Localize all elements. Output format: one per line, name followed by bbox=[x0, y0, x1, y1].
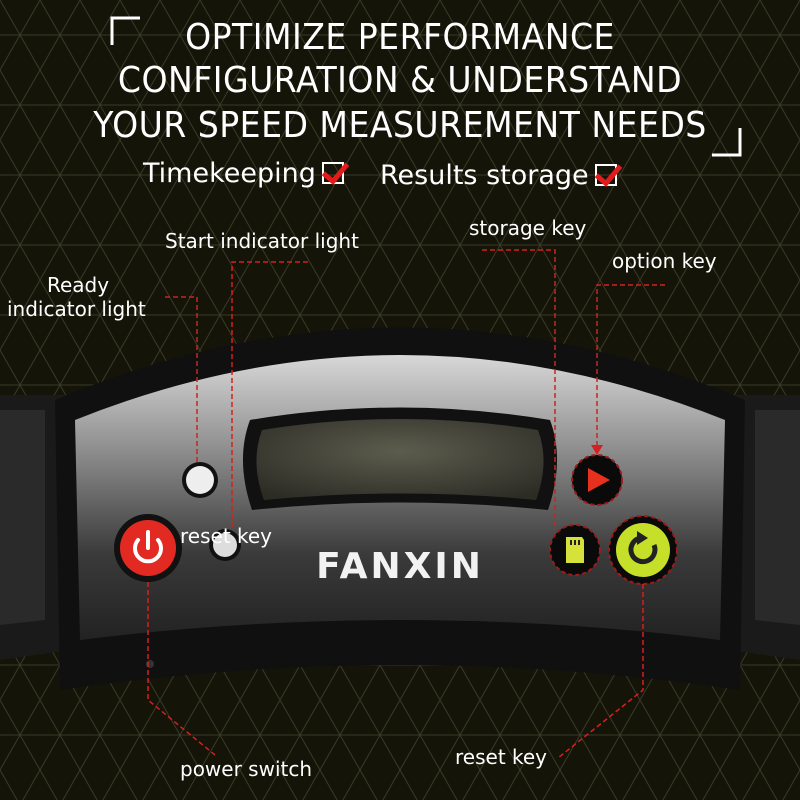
refresh-icon bbox=[628, 535, 658, 565]
corner-bracket-bottom-right bbox=[712, 128, 742, 157]
brand-logo: FANXIN bbox=[316, 546, 484, 587]
power-switch[interactable] bbox=[114, 514, 182, 582]
label-ready-line2: indicator light bbox=[7, 297, 146, 321]
label-reset-key-left: reset key bbox=[180, 524, 273, 548]
corner-bracket-top-left bbox=[110, 16, 140, 45]
storage-key[interactable] bbox=[549, 524, 601, 576]
reset-key[interactable] bbox=[608, 515, 678, 585]
callout-lines bbox=[147, 249, 665, 759]
headline-line-1: OPTIMIZE PERFORMANCE bbox=[185, 17, 615, 58]
feature-results-storage: Results storage bbox=[380, 160, 617, 191]
label-start-indicator-light: Start indicator light bbox=[165, 229, 359, 253]
label-reset-key-right: reset key bbox=[455, 745, 548, 769]
label-ready-line1: Ready bbox=[47, 273, 110, 297]
power-icon bbox=[133, 538, 163, 564]
headline-line-3: YOUR SPEED MEASUREMENT NEEDS bbox=[93, 105, 707, 146]
play-triangle-icon bbox=[588, 468, 610, 492]
checkbox-checked-icon bbox=[594, 164, 617, 186]
option-key[interactable] bbox=[571, 454, 623, 506]
feature-timekeeping: Timekeeping bbox=[143, 158, 344, 189]
lcd-screen bbox=[256, 419, 544, 500]
checkbox-checked-icon bbox=[321, 162, 344, 184]
headline-line-2: CONFIGURATION & UNDERSTAND bbox=[117, 60, 683, 101]
label-storage-key: storage key bbox=[469, 216, 587, 240]
label-option-key: option key bbox=[612, 249, 717, 273]
label-power-switch: power switch bbox=[180, 757, 313, 781]
